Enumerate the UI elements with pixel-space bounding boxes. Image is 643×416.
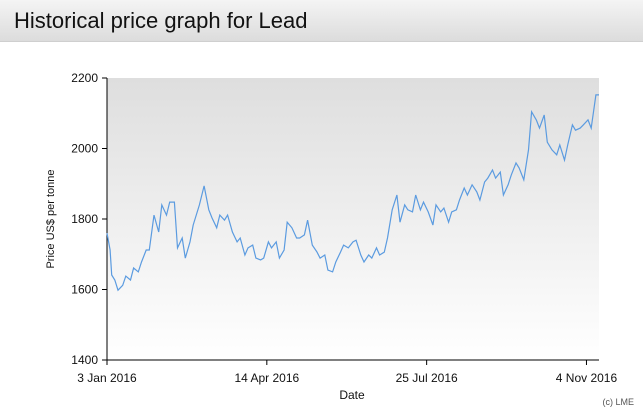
price-line [106, 94, 599, 292]
y-tick-label: 1600 [71, 283, 98, 297]
plot-background [107, 78, 599, 360]
x-tick-label: 3 Jan 2016 [77, 371, 137, 385]
page-title: Historical price graph for Lead [14, 8, 308, 33]
y-tick-label: 1800 [71, 212, 98, 226]
y-axis-label: Price US$ per tonne [45, 169, 57, 268]
y-tick-label: 2000 [71, 142, 98, 156]
header-bar: Historical price graph for Lead [0, 0, 643, 42]
x-tick-label: 4 Nov 2016 [556, 371, 618, 385]
y-tick-label: 1400 [71, 353, 98, 367]
y-tick-label: 2200 [71, 71, 98, 85]
x-tick-label: 14 Apr 2016 [234, 371, 299, 385]
x-axis-label: Date [339, 388, 365, 402]
x-tick-label: 25 Jul 2016 [396, 371, 458, 385]
credit: (c) LME [603, 397, 635, 407]
